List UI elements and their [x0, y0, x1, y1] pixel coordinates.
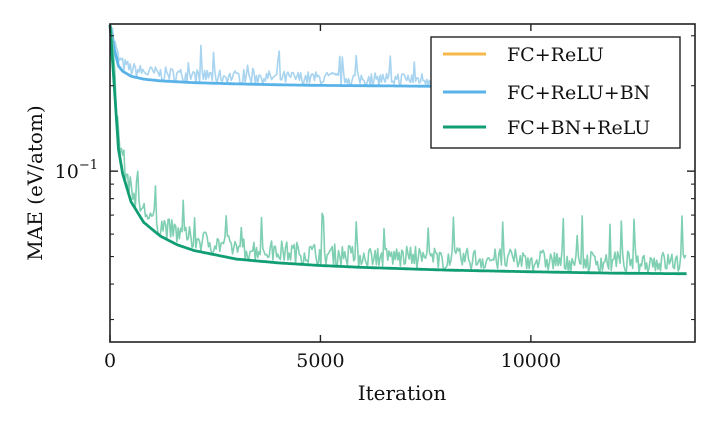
y-tick-exponent: −1	[79, 158, 98, 173]
x-tick-label: 0	[104, 350, 116, 372]
y-tick-label: 10−1	[55, 158, 98, 183]
x-tick-label: 5000	[296, 350, 344, 372]
series-noisy-fc-relu-bn	[109, 24, 440, 87]
y-axis-label: MAE (eV/atom)	[23, 105, 47, 260]
x-axis-label: Iteration	[358, 381, 447, 405]
legend-label-fc-relu-bn: FC+ReLU+BN	[507, 82, 650, 104]
series-line-fc-bn-relu	[108, 24, 687, 276]
series-layer	[108, 24, 687, 276]
series-line-fc-relu-bn	[108, 24, 439, 88]
series-noisy-fc-bn-relu	[109, 24, 687, 274]
legend: FC+ReLU FC+ReLU+BN FC+BN+ReLU	[430, 36, 681, 149]
x-tick-label: 10000	[501, 350, 561, 372]
ticks-layer: 0 5000 10000 10−1	[55, 24, 695, 372]
legend-label-fc-bn-relu: FC+BN+ReLU	[507, 117, 650, 139]
plot-frame	[109, 23, 696, 343]
legend-label-fc-relu: FC+ReLU	[507, 44, 604, 66]
